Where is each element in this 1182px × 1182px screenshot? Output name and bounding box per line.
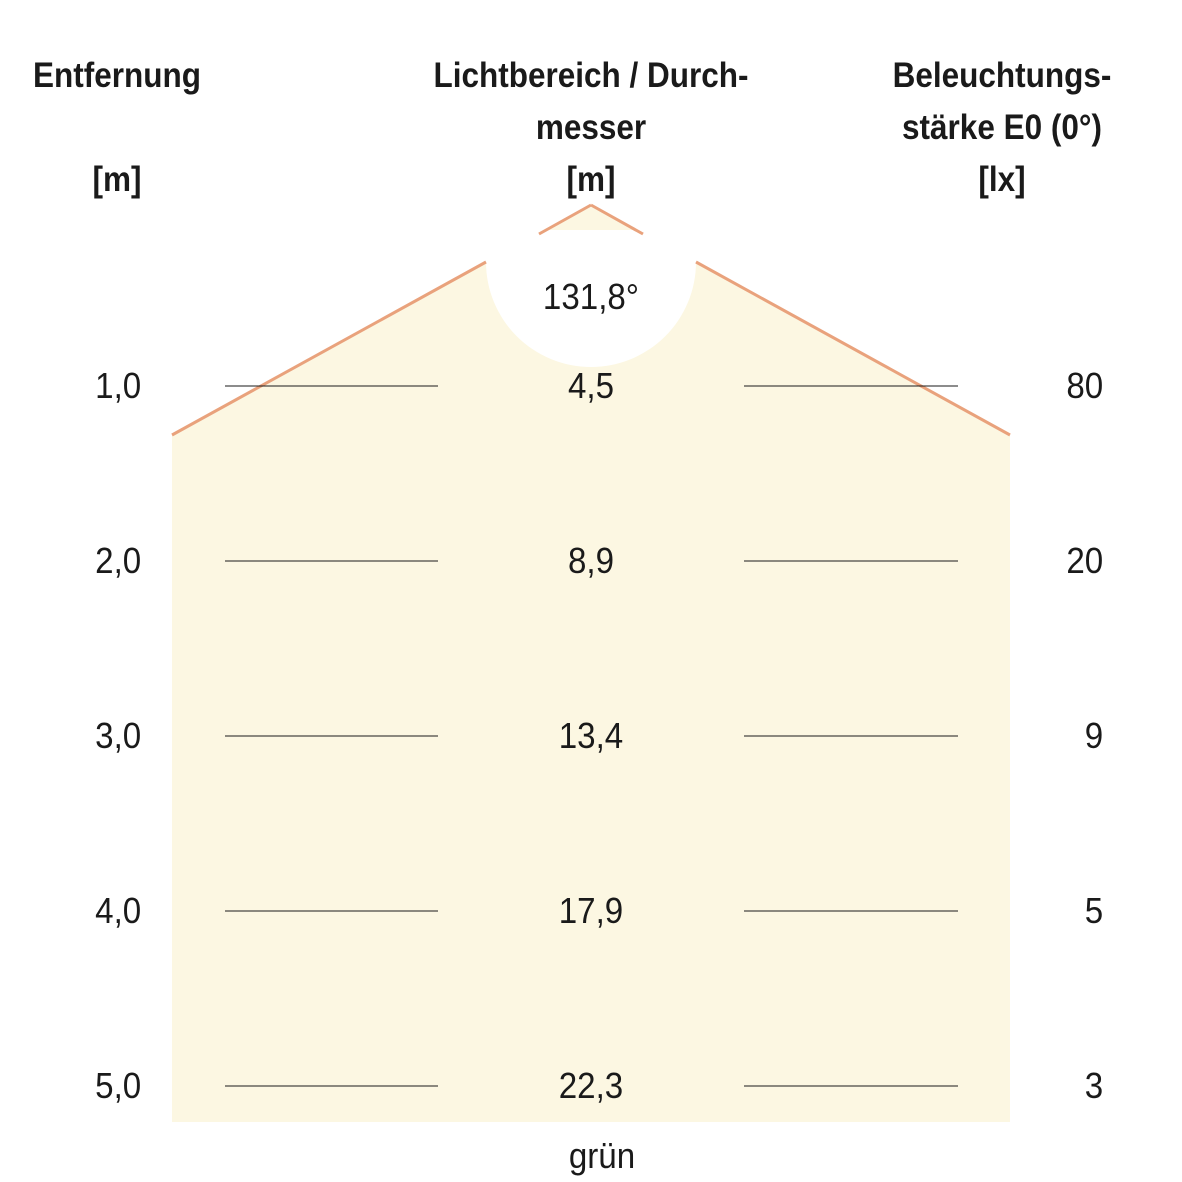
diameter-value: 8,9	[567, 540, 615, 581]
diameter-value: 13,4	[558, 715, 624, 756]
illuminance-header-unit: [lx]	[978, 160, 1026, 199]
illuminance-header: Beleuchtungs- stärke E0 (0°) [lx]	[867, 50, 1137, 206]
distance-header: Entfernung [m]	[27, 50, 207, 206]
beam-angle-label: 131,8°	[542, 276, 640, 317]
beam-edge-right	[695, 260, 1011, 437]
beam-apex-right	[590, 203, 644, 236]
color-label: grün	[568, 1135, 636, 1176]
distance-header-unit: [m]	[92, 160, 142, 199]
distance-value: 3,0	[95, 715, 142, 756]
diameter-value: 22,3	[558, 1065, 624, 1106]
distance-value: 5,0	[95, 1065, 142, 1106]
diameter-value: 17,9	[558, 890, 624, 931]
diameter-header-title: Lichtbereich / Durch-	[433, 56, 749, 95]
distance-value: 1,0	[95, 365, 142, 406]
illuminance-header-title: Beleuchtungs-	[892, 56, 1112, 95]
distance-value: 2,0	[95, 540, 142, 581]
diameter-value: 4,5	[567, 365, 615, 406]
illuminance-value: 80	[1066, 365, 1104, 406]
row-rules	[225, 385, 958, 1087]
diameter-header-title-line2: messer	[535, 108, 647, 147]
angle-arc-cutout	[486, 230, 696, 367]
beam-apex-left	[538, 203, 592, 236]
illuminance-value: 3	[1084, 1065, 1104, 1106]
distance-header-title: Entfernung	[33, 56, 201, 95]
illuminance-value: 5	[1084, 890, 1104, 931]
light-area	[172, 205, 1010, 1122]
beam-edge-left	[171, 260, 487, 437]
distance-value: 4,0	[95, 890, 142, 931]
illuminance-header-title-line2: stärke E0 (0°)	[902, 108, 1102, 147]
diameter-header: Lichtbereich / Durch- messer [m]	[411, 50, 771, 206]
illuminance-value: 9	[1084, 715, 1104, 756]
diameter-header-unit: [m]	[566, 160, 616, 199]
illuminance-value: 20	[1066, 540, 1104, 581]
distance-header-title-line2	[27, 102, 207, 154]
